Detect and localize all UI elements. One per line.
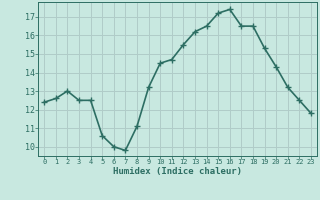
X-axis label: Humidex (Indice chaleur): Humidex (Indice chaleur) [113,167,242,176]
